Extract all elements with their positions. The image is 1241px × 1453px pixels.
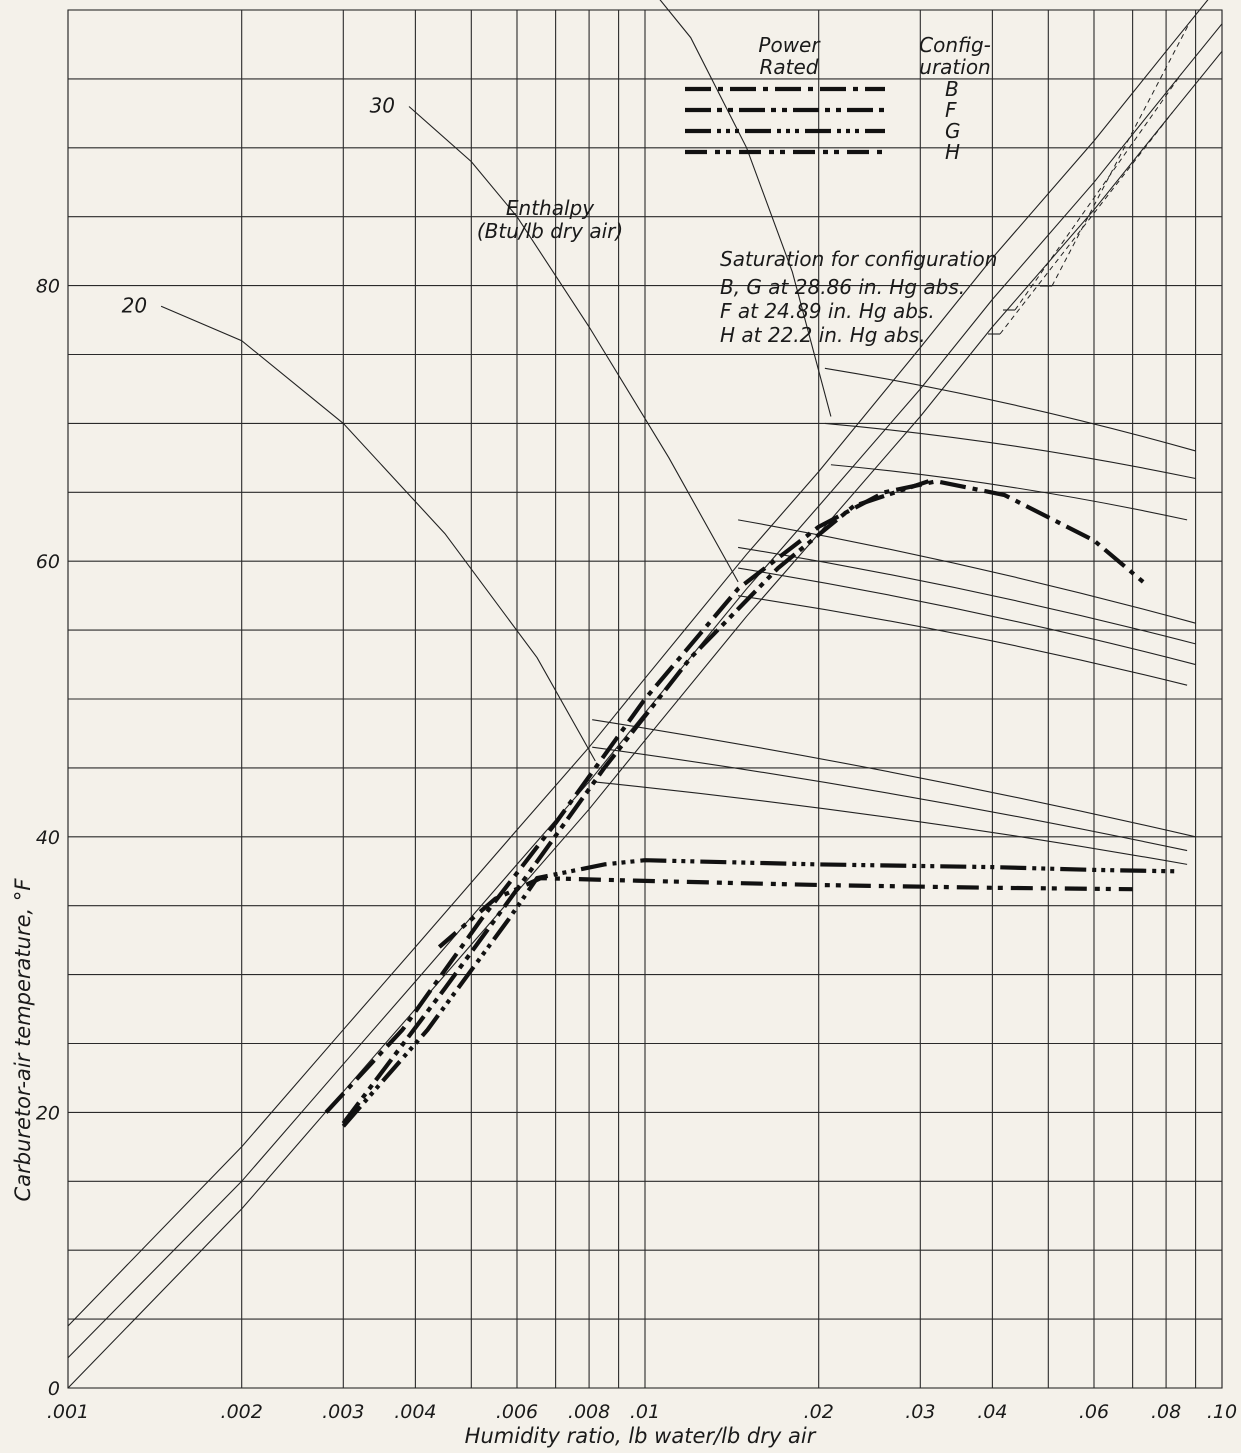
saturation-line [67,0,1209,1327]
legend-header-power: Power Rated [758,33,821,79]
x-tick-label: .04 [977,1401,1007,1423]
x-tick-label: .002 [221,1401,263,1423]
legend-header-power-line: Rated [760,55,819,79]
x-axis-label: Humidity ratio, lb water/lb dry air [465,1424,817,1448]
constant-temperature-line [592,781,1188,865]
y-tick-label: 80 [36,276,60,298]
x-tick-label: .06 [1079,1401,1109,1423]
x-tick-label: .006 [496,1401,538,1423]
constant-temperature-line [824,367,1196,452]
enthalpy-line [659,0,832,417]
annotations: Enthalpy (Btu/lb dry air) Saturation for … [477,21,1191,347]
legend-header-power-line: Power [758,33,821,57]
series-line-B [324,479,1145,1114]
legend-header-config-line: uration [919,55,990,79]
plot-frame [67,9,1223,1389]
saturation-line [67,23,1223,1359]
legend-config-label: H [945,140,960,164]
enthalpy-title-line: Enthalpy [506,196,595,220]
x-tick-label: .02 [804,1401,834,1423]
series-line-G [341,858,1176,1128]
x-tick-label: .08 [1151,1401,1181,1423]
constant-temperature-lines [592,367,1196,865]
tick-labels: .001 .002 .003 .004 .006 .008 .01 .02 .03 .04 .06.… [36,276,1237,1423]
y-tick-label: 0 [48,1378,60,1400]
saturation-leader [999,112,1173,335]
x-tick-label: .008 [568,1401,610,1423]
legend-header-config: Config-uration [919,33,991,79]
x-tick-label: .003 [322,1401,364,1423]
x-tick-label: .001 [47,1401,89,1423]
enthalpy-line [160,305,596,762]
constant-temperature-line [830,464,1188,521]
grid [67,9,1223,1389]
saturation-line-label: H at 22.2 in. Hg abs. [720,323,926,347]
constant-temperature-line [738,519,1196,624]
legend-config-label: F [945,98,957,122]
constant-temperature-line [824,422,1196,480]
y-tick-label: 20 [36,1102,60,1124]
constant-temperature-line [592,719,1196,838]
legend-config-label: G [945,119,961,143]
saturation-line-label: B, G at 28.86 in. Hg abs. [720,275,965,299]
x-tick-label: .03 [905,1401,935,1423]
y-axis-label: Carburetor-air temperature, °F [11,878,35,1202]
y-tick-label: 60 [36,551,60,573]
legend-header-config-line: Config- [919,33,991,57]
enthalpy-lines: 203040 [122,0,832,762]
constant-temperature-line [738,567,1196,666]
constant-temperature-line [592,746,1188,852]
saturation-leader [1014,73,1182,311]
data-series [324,479,1176,1128]
enthalpy-title: Enthalpy (Btu/lb dry air) [477,196,623,243]
saturation-leader [1051,21,1191,287]
series-line-F [341,479,930,1125]
enthalpy-line-label: 30 [370,93,395,117]
saturation-line-label: F at 24.89 in. Hg abs. [720,299,935,323]
enthalpy-line-label: 20 [122,293,147,317]
saturation-title: Saturation for configuration [720,247,997,271]
enthalpy-title-line: (Btu/lb dry air) [477,219,623,243]
enthalpy-line [408,106,739,583]
constant-temperature-line [738,546,1196,645]
x-tick-label: .10 [1207,1401,1237,1423]
x-tick-label: .004 [394,1401,436,1423]
constant-temperature-line [738,595,1188,686]
series-line-H [437,876,1133,949]
y-tick-label: 40 [36,827,60,849]
legend-config-label: B [945,77,959,101]
x-tick-label: .01 [630,1401,660,1423]
